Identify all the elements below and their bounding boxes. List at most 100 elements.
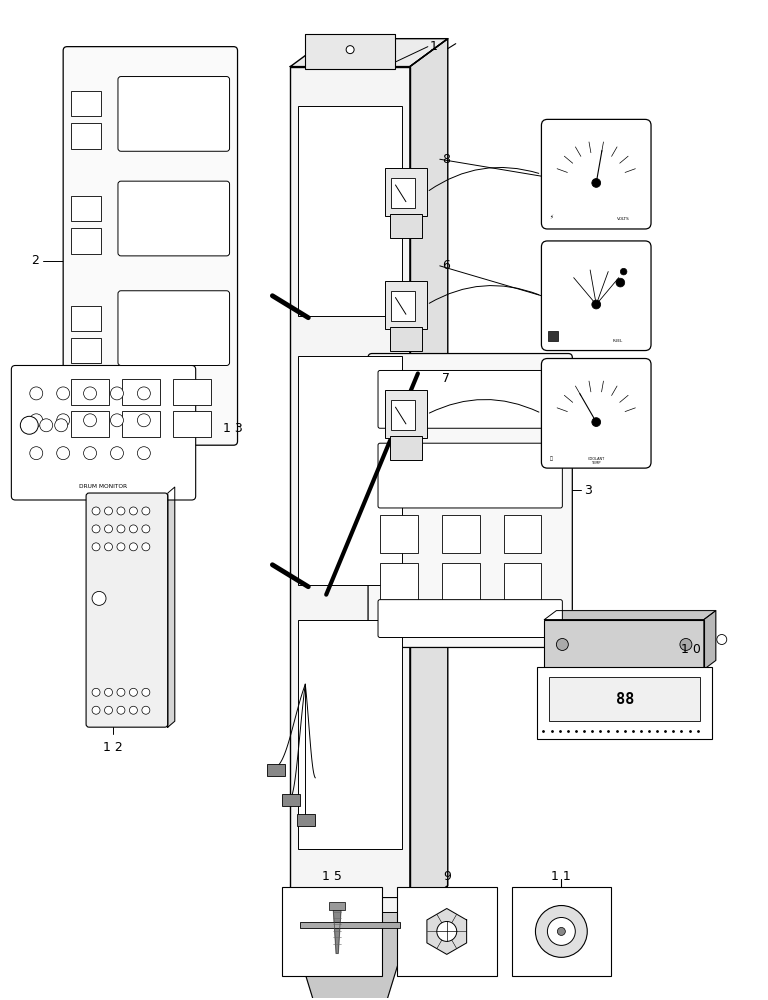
Circle shape xyxy=(592,300,601,309)
Bar xyxy=(267,764,286,776)
Circle shape xyxy=(92,543,100,551)
Polygon shape xyxy=(703,611,716,669)
Bar xyxy=(71,411,109,437)
Circle shape xyxy=(117,688,125,696)
Circle shape xyxy=(680,638,692,650)
Bar xyxy=(173,411,210,437)
Circle shape xyxy=(558,927,565,935)
Bar xyxy=(397,887,497,976)
Circle shape xyxy=(57,387,70,400)
Bar xyxy=(290,67,410,913)
Bar xyxy=(297,814,315,826)
Circle shape xyxy=(130,507,137,515)
Bar xyxy=(391,291,415,321)
Bar xyxy=(71,123,101,149)
Bar xyxy=(385,281,427,329)
Circle shape xyxy=(92,525,100,533)
Bar xyxy=(390,436,422,460)
Bar xyxy=(380,563,418,601)
Circle shape xyxy=(104,543,112,551)
Circle shape xyxy=(717,635,727,644)
Text: COOLANT
TEMP: COOLANT TEMP xyxy=(588,457,605,465)
Circle shape xyxy=(130,688,137,696)
Text: 9: 9 xyxy=(443,870,451,883)
Circle shape xyxy=(137,447,151,460)
Bar xyxy=(300,922,400,928)
Bar xyxy=(380,515,418,553)
Bar xyxy=(298,620,402,849)
Circle shape xyxy=(111,447,124,460)
Bar xyxy=(548,331,558,341)
Circle shape xyxy=(592,418,601,426)
Bar xyxy=(442,515,480,553)
Polygon shape xyxy=(427,909,467,954)
Circle shape xyxy=(437,921,457,941)
Circle shape xyxy=(130,706,137,714)
Polygon shape xyxy=(290,39,448,67)
FancyBboxPatch shape xyxy=(118,291,230,365)
Circle shape xyxy=(616,278,624,287)
Bar xyxy=(298,106,402,316)
Circle shape xyxy=(117,525,125,533)
Circle shape xyxy=(104,706,112,714)
FancyBboxPatch shape xyxy=(118,181,230,256)
Circle shape xyxy=(104,688,112,696)
Circle shape xyxy=(621,268,627,275)
FancyBboxPatch shape xyxy=(378,443,562,508)
Polygon shape xyxy=(410,39,448,913)
Circle shape xyxy=(556,638,568,650)
Circle shape xyxy=(84,447,97,460)
Circle shape xyxy=(104,507,112,515)
Bar xyxy=(545,620,703,669)
Text: DRUM MONITOR: DRUM MONITOR xyxy=(79,484,127,489)
Circle shape xyxy=(142,688,150,696)
Text: 1 1: 1 1 xyxy=(551,870,571,883)
Bar xyxy=(385,390,427,438)
Bar xyxy=(71,338,101,363)
FancyBboxPatch shape xyxy=(63,47,237,445)
Circle shape xyxy=(130,543,137,551)
Circle shape xyxy=(535,906,588,957)
Bar xyxy=(71,379,109,405)
Polygon shape xyxy=(333,907,341,953)
Circle shape xyxy=(592,179,601,187)
Text: 🌡: 🌡 xyxy=(550,456,553,461)
Circle shape xyxy=(40,419,53,432)
Bar xyxy=(288,912,412,925)
Bar xyxy=(391,400,415,430)
Circle shape xyxy=(92,507,100,515)
Circle shape xyxy=(57,414,70,427)
FancyBboxPatch shape xyxy=(541,359,651,468)
Text: 1 3: 1 3 xyxy=(223,422,243,435)
Polygon shape xyxy=(545,611,716,620)
Bar xyxy=(504,515,541,553)
Circle shape xyxy=(111,387,124,400)
Circle shape xyxy=(55,419,68,432)
Bar xyxy=(306,34,395,69)
Text: 1: 1 xyxy=(430,40,438,53)
Bar xyxy=(71,306,101,331)
Polygon shape xyxy=(167,487,175,727)
Circle shape xyxy=(137,414,151,427)
Text: FUEL: FUEL xyxy=(613,339,624,343)
Text: 8: 8 xyxy=(442,153,450,166)
Bar xyxy=(390,327,422,351)
Text: VOLTS: VOLTS xyxy=(617,217,630,221)
Circle shape xyxy=(117,507,125,515)
FancyBboxPatch shape xyxy=(541,119,651,229)
Bar xyxy=(549,677,700,721)
Polygon shape xyxy=(290,925,410,1000)
Circle shape xyxy=(130,525,137,533)
Circle shape xyxy=(20,416,38,434)
Polygon shape xyxy=(288,898,448,925)
Circle shape xyxy=(142,525,150,533)
Bar xyxy=(385,168,427,216)
FancyBboxPatch shape xyxy=(368,354,572,647)
Bar xyxy=(283,887,382,976)
Circle shape xyxy=(30,414,43,427)
Bar xyxy=(391,178,415,208)
Bar xyxy=(504,563,541,601)
Text: ⚡: ⚡ xyxy=(549,215,553,220)
Circle shape xyxy=(104,525,112,533)
Circle shape xyxy=(92,688,100,696)
